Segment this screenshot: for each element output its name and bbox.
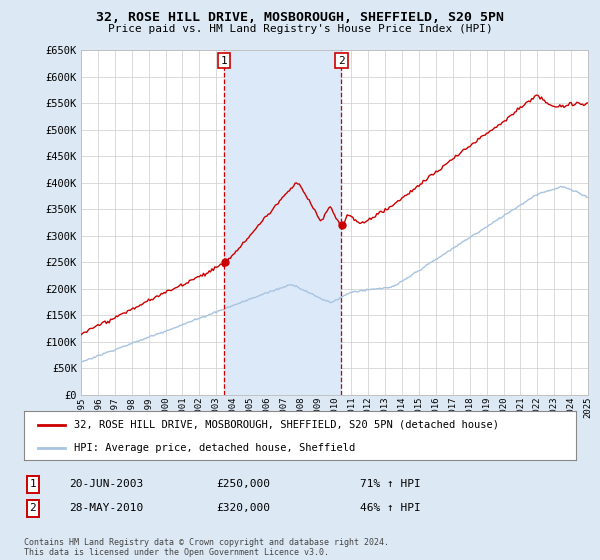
Text: 2: 2 bbox=[338, 55, 345, 66]
Text: £320,000: £320,000 bbox=[216, 503, 270, 514]
Text: 46% ↑ HPI: 46% ↑ HPI bbox=[360, 503, 421, 514]
Text: 1: 1 bbox=[29, 479, 37, 489]
Text: 2: 2 bbox=[29, 503, 37, 514]
Text: HPI: Average price, detached house, Sheffield: HPI: Average price, detached house, Shef… bbox=[74, 443, 355, 453]
Text: Price paid vs. HM Land Registry's House Price Index (HPI): Price paid vs. HM Land Registry's House … bbox=[107, 24, 493, 34]
Text: 20-JUN-2003: 20-JUN-2003 bbox=[69, 479, 143, 489]
Text: 32, ROSE HILL DRIVE, MOSBOROUGH, SHEFFIELD, S20 5PN: 32, ROSE HILL DRIVE, MOSBOROUGH, SHEFFIE… bbox=[96, 11, 504, 24]
Text: 1: 1 bbox=[221, 55, 227, 66]
Bar bbox=[224, 50, 341, 395]
Text: Contains HM Land Registry data © Crown copyright and database right 2024.
This d: Contains HM Land Registry data © Crown c… bbox=[24, 538, 389, 557]
Text: £250,000: £250,000 bbox=[216, 479, 270, 489]
Text: 32, ROSE HILL DRIVE, MOSBOROUGH, SHEFFIELD, S20 5PN (detached house): 32, ROSE HILL DRIVE, MOSBOROUGH, SHEFFIE… bbox=[74, 420, 499, 430]
Text: 28-MAY-2010: 28-MAY-2010 bbox=[69, 503, 143, 514]
Text: 71% ↑ HPI: 71% ↑ HPI bbox=[360, 479, 421, 489]
